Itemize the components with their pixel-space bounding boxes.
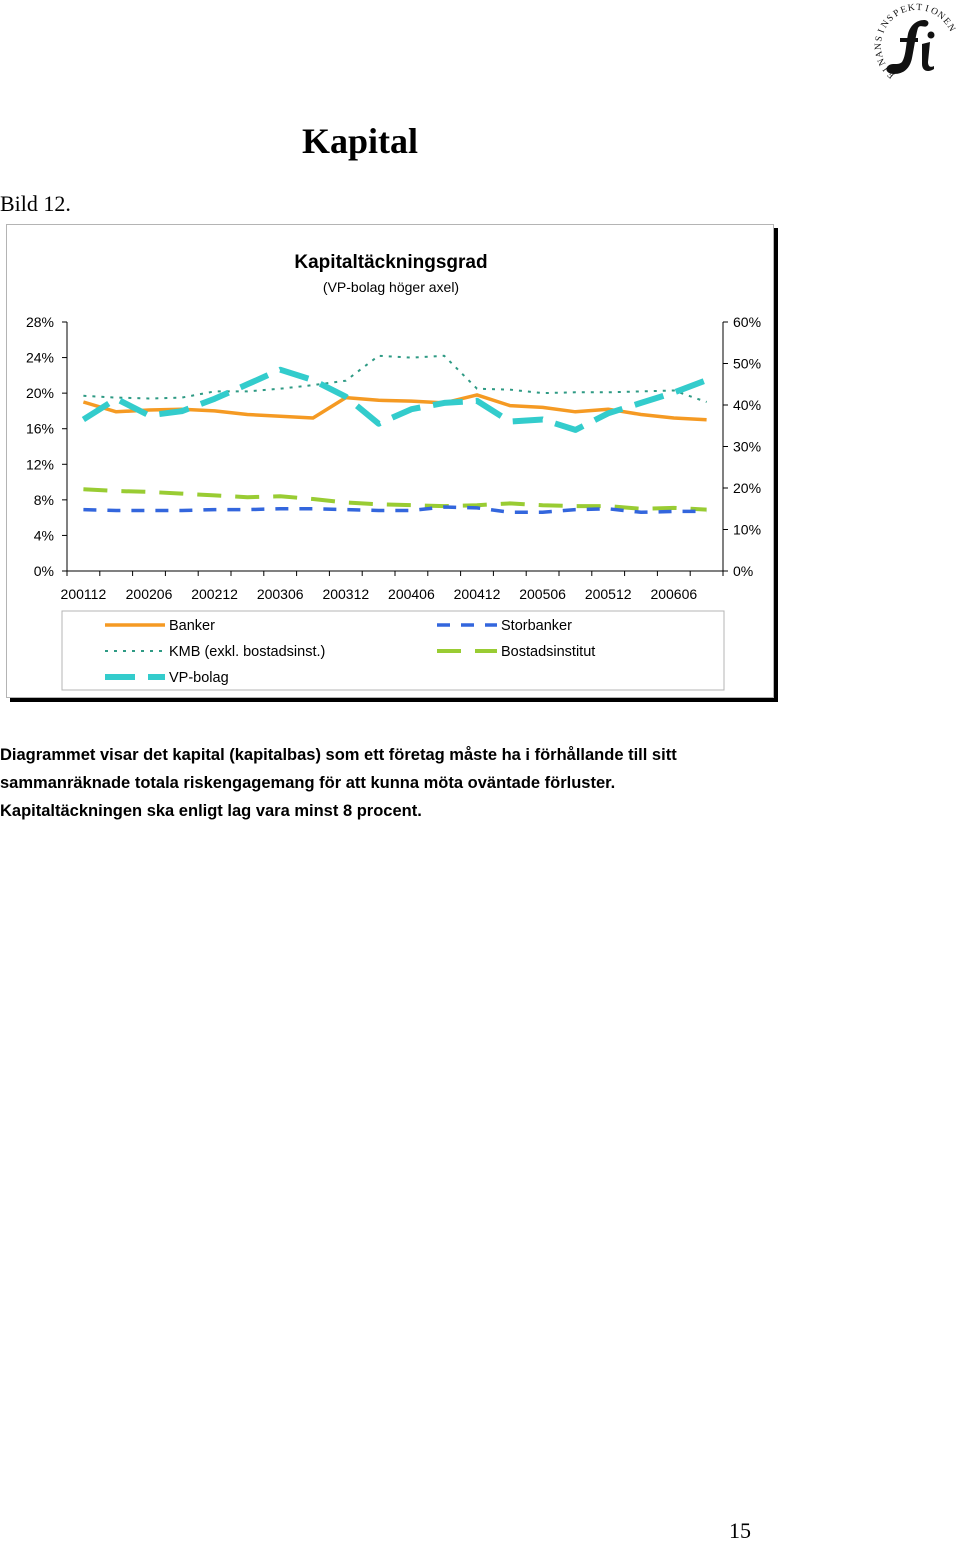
x-tick-label: 200312 — [322, 586, 369, 602]
y-right-tick-label: 10% — [733, 522, 761, 538]
logo-letter: T — [916, 3, 923, 13]
series-line-kmb — [83, 356, 706, 402]
caption-line: Kapitaltäckningen ska enligt lag vara mi… — [0, 797, 760, 825]
y-right-tick-label: 20% — [733, 480, 761, 496]
x-tick-label: 200512 — [585, 586, 632, 602]
page-title: Kapital — [302, 118, 418, 164]
y-left-tick-label: 8% — [34, 492, 54, 508]
x-tick-label: 200112 — [61, 586, 107, 602]
slide-label: Bild 12. — [0, 190, 71, 218]
x-tick-label: 200506 — [519, 586, 566, 602]
chart-subtitle: (VP-bolag höger axel) — [323, 279, 459, 295]
chart-title: Kapitaltäckningsgrad — [294, 252, 487, 273]
x-tick-label: 200412 — [454, 586, 501, 602]
logo-letter: A — [874, 50, 885, 59]
caption: Diagrammet visar det kapital (kapitalbas… — [0, 741, 760, 825]
legend-label: Banker — [169, 618, 215, 634]
x-tick-label: 200606 — [650, 586, 697, 602]
line-chart: Kapitaltäckningsgrad (VP-bolag höger axe… — [7, 225, 773, 697]
legend-label: KMB (exkl. bostadsinst.) — [169, 644, 325, 660]
y-right-tick-label: 50% — [733, 356, 761, 372]
y-left-tick-label: 12% — [26, 456, 54, 472]
chart-series — [83, 356, 706, 513]
chart-axes: 0% 4% 8% 12% 16% 20% 24% 28% 0% 10% 20% 30% 40% 50% 60… — [26, 314, 761, 602]
x-tick-label: 200306 — [257, 586, 304, 602]
y-left-tick-label: 16% — [26, 421, 54, 437]
y-right-tick-label: 40% — [733, 397, 761, 413]
logo-letter: K — [907, 3, 915, 14]
series-line-bostadsinstitut — [83, 489, 706, 509]
fi-monogram — [886, 20, 934, 74]
caption-line: Diagrammet visar det kapital (kapitalbas… — [0, 741, 760, 769]
legend-label: Storbanker — [501, 618, 572, 634]
caption-line: sammanräknade totala riskengagemang för … — [0, 769, 760, 797]
chart-frame: Kapitaltäckningsgrad (VP-bolag höger axe… — [6, 224, 774, 698]
logo-letter: N — [874, 43, 884, 50]
legend-label: Bostadsinstitut — [501, 644, 595, 660]
y-left-tick-label: 28% — [26, 314, 54, 330]
page-number: 15 — [729, 1518, 751, 1544]
logo-letter: S — [874, 35, 885, 42]
legend-label: VP-bolag — [169, 670, 229, 686]
x-tick-label: 200206 — [126, 586, 173, 602]
y-right-tick-label: 0% — [733, 563, 753, 579]
series-line-storbanker — [83, 507, 706, 512]
y-right-tick-label: 60% — [733, 314, 761, 330]
x-tick-label: 200212 — [191, 586, 238, 602]
y-left-tick-label: 4% — [34, 527, 54, 543]
x-tick-label: 200406 — [388, 586, 435, 602]
y-left-tick-label: 0% — [34, 563, 54, 579]
y-right-tick-label: 30% — [733, 439, 761, 455]
y-left-tick-label: 24% — [26, 350, 54, 366]
y-left-tick-label: 20% — [26, 385, 54, 401]
